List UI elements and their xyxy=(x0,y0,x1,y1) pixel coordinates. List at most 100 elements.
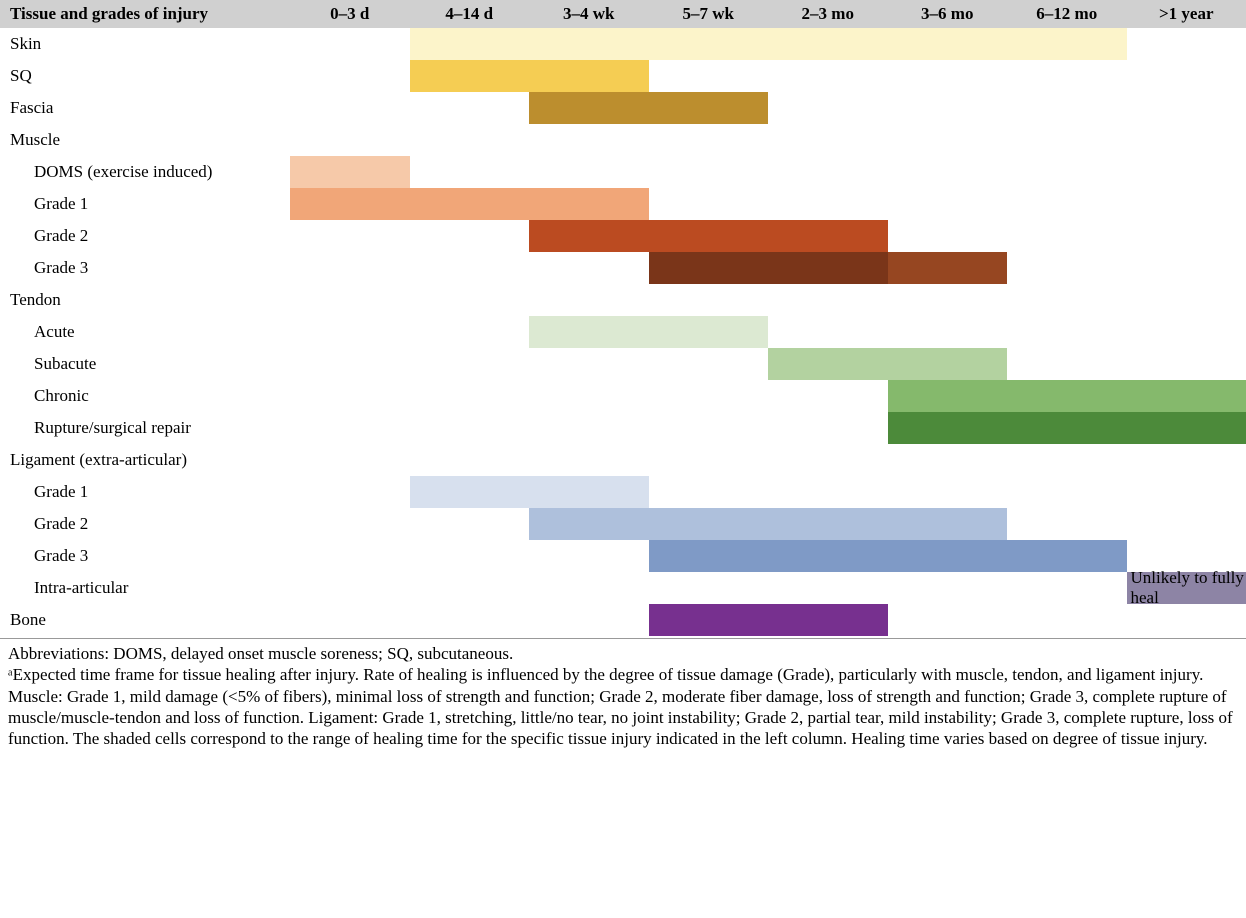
data-row: Acute xyxy=(0,316,1246,348)
header-time-columns: 0–3 d4–14 d3–4 wk5–7 wk2–3 mo3–6 mo6–12 … xyxy=(290,4,1246,24)
bar-cell xyxy=(1007,444,1127,476)
bar-cell xyxy=(410,604,530,636)
bar-cell xyxy=(410,220,530,252)
bar-cell xyxy=(529,348,649,380)
bar-cell xyxy=(1127,508,1246,540)
bar-cell xyxy=(1007,124,1127,156)
bar-cell xyxy=(529,220,649,252)
bar-cell xyxy=(768,316,888,348)
bar-area xyxy=(290,92,1246,124)
bar-cell xyxy=(410,28,530,60)
bar-cell xyxy=(1127,188,1246,220)
bar-cell xyxy=(1127,220,1246,252)
bar-cell xyxy=(1127,604,1246,636)
bar-cell xyxy=(1127,412,1246,444)
bar-cell xyxy=(768,412,888,444)
bar-cell xyxy=(649,348,769,380)
bar-area: Unlikely to fully heal xyxy=(290,572,1246,604)
bar-cell xyxy=(290,220,410,252)
bar-area xyxy=(290,284,1246,316)
bar-cell xyxy=(529,540,649,572)
data-row: Grade 2 xyxy=(0,220,1246,252)
bar-cell xyxy=(410,380,530,412)
bar-cell xyxy=(888,60,1008,92)
row-label: Grade 2 xyxy=(0,220,290,252)
bar-cell xyxy=(649,604,769,636)
bar-cell xyxy=(410,124,530,156)
bar-cell xyxy=(888,284,1008,316)
bar-cell xyxy=(888,220,1008,252)
bar-cell xyxy=(410,316,530,348)
bar-area xyxy=(290,348,1246,380)
bar-cell xyxy=(290,572,410,604)
bar-cell xyxy=(768,92,888,124)
bar-cell xyxy=(290,412,410,444)
bar-cell xyxy=(529,188,649,220)
bar-cell xyxy=(888,124,1008,156)
bar-cell xyxy=(768,380,888,412)
bar-cell xyxy=(888,476,1008,508)
data-rows-container: SkinSQFasciaMuscleDOMS (exercise induced… xyxy=(0,28,1246,636)
header-col: 5–7 wk xyxy=(649,4,769,24)
bar-area xyxy=(290,188,1246,220)
bar-cell xyxy=(529,604,649,636)
bar-cell xyxy=(290,380,410,412)
bar-cell xyxy=(768,572,888,604)
footer-line: ᵃExpected time frame for tissue healing … xyxy=(8,664,1238,749)
bar-cell xyxy=(290,604,410,636)
header-col: 2–3 mo xyxy=(768,4,888,24)
healing-timeline-chart: Tissue and grades of injury 0–3 d4–14 d3… xyxy=(0,0,1246,749)
bar-cell xyxy=(649,476,769,508)
row-label: Grade 1 xyxy=(0,188,290,220)
header-col: 6–12 mo xyxy=(1007,4,1127,24)
bar-cell xyxy=(529,380,649,412)
header-col: 0–3 d xyxy=(290,4,410,24)
bar-cell xyxy=(410,476,530,508)
bar-cell xyxy=(649,540,769,572)
row-label: Rupture/surgical repair xyxy=(0,412,290,444)
bar-cell xyxy=(1007,604,1127,636)
row-label: Bone xyxy=(0,604,290,636)
bar-cell xyxy=(290,92,410,124)
header-col: >1 year xyxy=(1127,4,1246,24)
row-label: Grade 3 xyxy=(0,252,290,284)
bar-cell xyxy=(529,60,649,92)
bar-cell xyxy=(1127,316,1246,348)
bar-cell xyxy=(1007,156,1127,188)
data-row: Rupture/surgical repair xyxy=(0,412,1246,444)
bar-area xyxy=(290,156,1246,188)
bar-cell xyxy=(410,540,530,572)
bar-cell xyxy=(888,92,1008,124)
data-row: DOMS (exercise induced) xyxy=(0,156,1246,188)
bar-cell xyxy=(768,60,888,92)
bar-cell xyxy=(768,124,888,156)
bar-cell xyxy=(1007,92,1127,124)
bar-area xyxy=(290,540,1246,572)
bar-area xyxy=(290,60,1246,92)
bar-cell xyxy=(290,252,410,284)
bar-cell xyxy=(768,348,888,380)
bar-cell xyxy=(529,508,649,540)
bar-cell xyxy=(290,540,410,572)
bar-cell xyxy=(888,156,1008,188)
bar-cell xyxy=(529,572,649,604)
bar-cell xyxy=(888,444,1008,476)
bar-cell xyxy=(1007,508,1127,540)
bar-cell xyxy=(529,252,649,284)
bar-cell xyxy=(410,60,530,92)
bar-cell xyxy=(1127,92,1246,124)
bar-cell xyxy=(1007,60,1127,92)
bar-cell xyxy=(410,508,530,540)
bar-cell xyxy=(649,92,769,124)
footer-area: Abbreviations: DOMS, delayed onset muscl… xyxy=(0,638,1246,749)
bar-cell xyxy=(649,412,769,444)
bar-cell xyxy=(1007,220,1127,252)
bar-cell xyxy=(1007,412,1127,444)
row-label: Subacute xyxy=(0,348,290,380)
bar-area xyxy=(290,252,1246,284)
bar-cell xyxy=(649,380,769,412)
row-label: Tendon xyxy=(0,284,290,316)
row-label: SQ xyxy=(0,60,290,92)
bar-cell xyxy=(649,124,769,156)
bar-cell xyxy=(888,508,1008,540)
